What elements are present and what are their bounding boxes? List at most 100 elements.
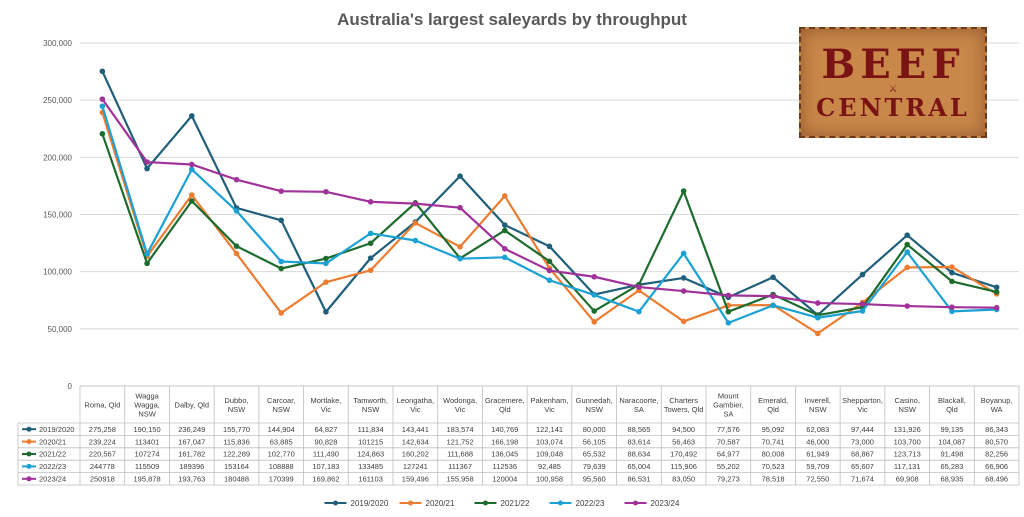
table-cell-value: 100,958 xyxy=(536,475,563,484)
table-cell-value: 107,183 xyxy=(312,462,339,471)
legend-key-marker xyxy=(558,500,563,506)
data-point xyxy=(814,300,821,306)
data-point xyxy=(949,304,955,310)
table-cell-value: 79,639 xyxy=(583,462,606,471)
data-point xyxy=(188,113,195,119)
data-point xyxy=(904,232,911,238)
y-tick-label: 150,000 xyxy=(43,211,72,220)
category-label: Dalby, Qld xyxy=(175,401,209,410)
table-cell-value: 71,674 xyxy=(851,475,874,484)
category-label: Vic xyxy=(321,405,332,414)
table-cell-value: 80,008 xyxy=(762,450,785,459)
legend-key-marker xyxy=(408,500,413,506)
category-label: Casino, xyxy=(894,396,919,405)
category-label: Qld xyxy=(946,405,958,414)
category-label: Emerald, xyxy=(758,396,788,405)
data-point xyxy=(546,243,553,250)
category-label: Towers, Qld xyxy=(664,405,704,414)
table-cell-value: 107274 xyxy=(135,450,160,459)
data-point xyxy=(278,258,285,265)
category-label: Vic xyxy=(410,405,421,414)
data-point xyxy=(501,245,508,252)
table-cell-value: 103,700 xyxy=(894,437,921,446)
table-cell-value: 117,131 xyxy=(894,462,921,471)
table-cell-value: 83,050 xyxy=(672,475,695,484)
data-point xyxy=(591,292,598,298)
data-point xyxy=(814,314,821,321)
data-point xyxy=(457,173,463,179)
table-cell-value: 99,135 xyxy=(940,425,963,434)
data-point xyxy=(412,200,419,207)
legend-label: 2023/24 xyxy=(651,499,680,508)
table-cell-value: 160,202 xyxy=(402,450,429,459)
y-tick-label: 0 xyxy=(68,382,73,391)
table-cell-value: 91,498 xyxy=(940,450,963,459)
data-point xyxy=(99,131,106,137)
table-cell-value: 155,958 xyxy=(447,475,474,484)
data-point xyxy=(949,278,955,285)
data-point xyxy=(501,254,508,261)
y-tick-label: 250,000 xyxy=(43,96,72,105)
table-cell-value: 111,834 xyxy=(358,425,384,434)
table-cell-value: 80,000 xyxy=(583,425,606,434)
table-cell-value: 86,343 xyxy=(985,425,1008,434)
table-cell-value: 159,496 xyxy=(402,475,429,484)
category-label: Wagga, xyxy=(134,401,160,410)
category-label: Gambier, xyxy=(713,401,743,410)
table-cell-value: 133485 xyxy=(358,462,383,471)
table-cell-value: 275,258 xyxy=(89,425,116,434)
category-label: Shepparton, xyxy=(842,396,883,405)
category-label: NSW xyxy=(585,405,603,414)
table-cell-value: 122,289 xyxy=(223,450,250,459)
category-label: Tamworth, xyxy=(353,396,388,405)
table-cell-value: 250918 xyxy=(90,475,115,484)
table-cell-value: 123,713 xyxy=(894,450,921,459)
table-cell-value: 95,092 xyxy=(762,425,785,434)
data-point xyxy=(949,264,955,270)
row-key-marker xyxy=(26,439,32,445)
logo-beef-text: BEEF xyxy=(821,40,965,88)
data-point xyxy=(949,308,955,315)
data-point xyxy=(636,284,642,290)
legend-label: 2021/22 xyxy=(501,499,530,508)
category-label: Vic xyxy=(857,405,868,414)
data-point xyxy=(859,301,866,307)
table-cell-value: 113401 xyxy=(135,437,159,446)
table-cell-value: 190,150 xyxy=(134,425,161,434)
category-label: Gunnedah, xyxy=(576,396,613,405)
table-cell-value: 66,906 xyxy=(985,462,1008,471)
table-cell-value: 136,045 xyxy=(491,450,518,459)
table-cell-value: 56,105 xyxy=(583,437,606,446)
data-point xyxy=(993,304,1000,311)
data-point xyxy=(188,198,195,204)
table-cell-value: 83,614 xyxy=(627,437,650,446)
data-point xyxy=(680,188,687,194)
table-cell-value: 68,935 xyxy=(940,475,963,484)
data-point xyxy=(725,308,732,315)
category-label: Gracemere, xyxy=(485,396,525,405)
table-cell-value: 88,634 xyxy=(627,450,650,459)
data-point xyxy=(725,292,732,299)
table-cell-value: 115,906 xyxy=(670,462,697,471)
data-point xyxy=(904,241,911,248)
row-series-name: 2019/2020 xyxy=(39,425,74,434)
category-label: SA xyxy=(634,405,644,414)
data-point xyxy=(188,192,195,198)
data-point xyxy=(99,68,106,75)
legend-label: 2019/2020 xyxy=(351,499,389,508)
table-cell-value: 65,004 xyxy=(627,462,650,471)
data-point xyxy=(367,240,374,247)
y-tick-label: 200,000 xyxy=(43,153,72,162)
legend-label: 2022/23 xyxy=(576,499,605,508)
data-point xyxy=(144,159,150,165)
table-cell-value: 170,492 xyxy=(670,450,697,459)
table-cell-value: 64,827 xyxy=(314,425,337,434)
data-point xyxy=(323,255,329,262)
table-cell-value: 64,977 xyxy=(717,450,740,459)
row-series-name: 2020/21 xyxy=(39,437,66,446)
data-point xyxy=(278,265,285,272)
table-cell-value: 82,256 xyxy=(985,450,1008,459)
table-cell-value: 144,904 xyxy=(268,425,295,434)
table-cell-value: 143,441 xyxy=(402,425,429,434)
table-cell-value: 142,634 xyxy=(402,437,429,446)
